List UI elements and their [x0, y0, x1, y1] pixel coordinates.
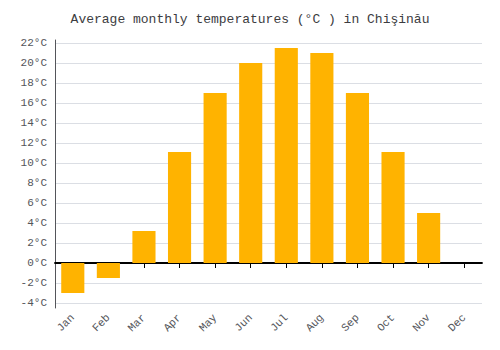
svg-text:Sep: Sep	[339, 312, 361, 334]
svg-text:-2°C: -2°C	[21, 277, 48, 289]
svg-text:20°C: 20°C	[21, 57, 48, 69]
svg-text:Feb: Feb	[90, 312, 112, 334]
svg-text:16°C: 16°C	[21, 97, 48, 109]
svg-text:Jan: Jan	[55, 312, 77, 334]
svg-text:-4°C: -4°C	[21, 297, 48, 309]
svg-text:Mar: Mar	[126, 312, 148, 334]
svg-text:22°C: 22°C	[21, 37, 48, 49]
svg-text:Jul: Jul	[268, 312, 290, 334]
svg-text:4°C: 4°C	[27, 217, 47, 229]
svg-text:Oct: Oct	[375, 312, 397, 334]
svg-text:18°C: 18°C	[21, 77, 48, 89]
svg-text:May: May	[197, 311, 220, 334]
svg-text:Aug: Aug	[304, 312, 326, 334]
svg-text:Nov: Nov	[410, 311, 433, 334]
svg-text:Average monthly temperatures (: Average monthly temperatures (°C ) in Ch…	[71, 12, 430, 27]
svg-text:6°C: 6°C	[27, 197, 47, 209]
svg-text:0°C: 0°C	[27, 257, 47, 269]
svg-text:2°C: 2°C	[27, 237, 47, 249]
svg-text:14°C: 14°C	[21, 117, 48, 129]
svg-text:Jun: Jun	[232, 312, 254, 334]
svg-text:Apr: Apr	[161, 312, 183, 334]
svg-text:8°C: 8°C	[27, 177, 47, 189]
svg-text:10°C: 10°C	[21, 157, 48, 169]
svg-text:12°C: 12°C	[21, 137, 48, 149]
svg-text:Dec: Dec	[446, 312, 468, 334]
